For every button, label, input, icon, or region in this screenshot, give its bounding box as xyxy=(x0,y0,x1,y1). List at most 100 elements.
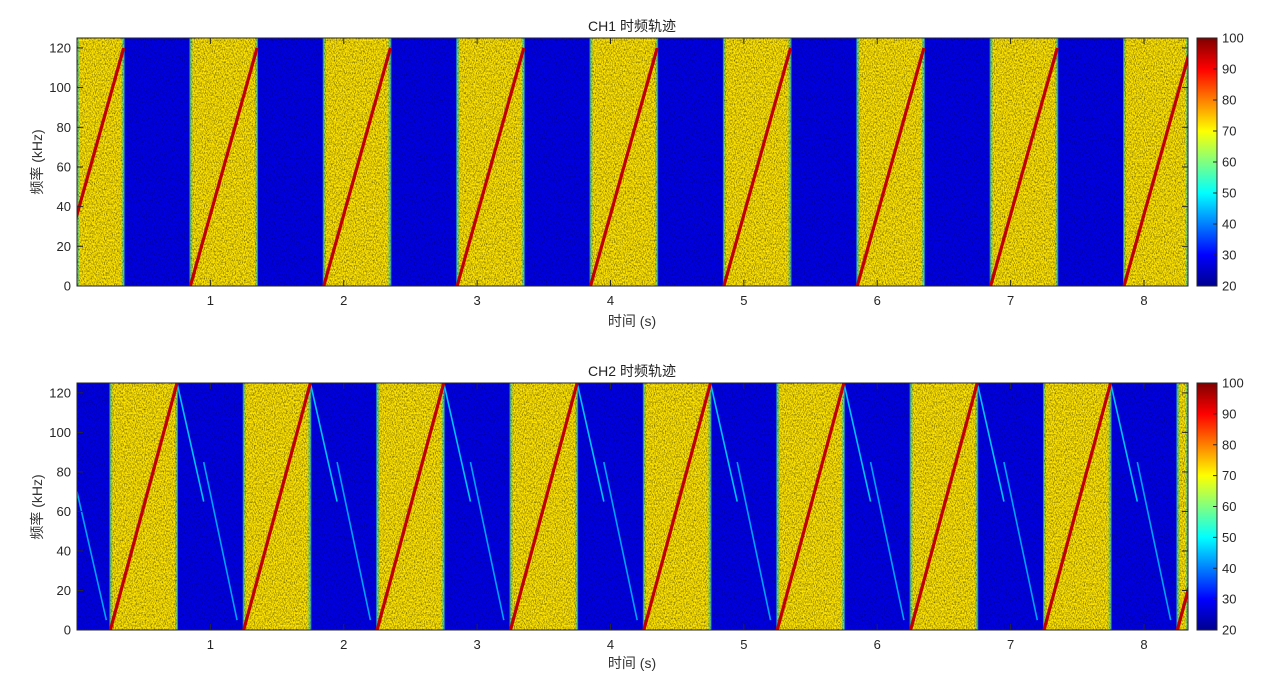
colorbar-tick-label: 50 xyxy=(1222,530,1236,545)
axes-frame xyxy=(76,37,1189,287)
x-tick-label: 5 xyxy=(740,293,747,308)
colorbar-tick-label: 30 xyxy=(1222,592,1236,607)
colorbar-tick-label: 60 xyxy=(1222,499,1236,514)
colorbar-tick-label: 70 xyxy=(1222,468,1236,483)
chirp-track xyxy=(642,383,713,630)
ch2-y-axis: 0 20 40 60 80 100 120 xyxy=(49,385,1188,638)
chirp-track xyxy=(909,383,979,630)
echo-track xyxy=(736,461,772,621)
echo-track xyxy=(1003,461,1039,621)
chirp-track xyxy=(375,383,446,630)
ch1-plot-area xyxy=(76,37,1189,287)
colorbar-tick-label: 50 xyxy=(1222,186,1236,201)
ch2-colorbar: 20 30 40 50 60 70 80 90 100 xyxy=(1196,376,1244,638)
echo-track xyxy=(77,491,108,621)
ch2-title: CH2 时频轨迹 xyxy=(588,363,676,379)
y-tick-label: 100 xyxy=(49,80,71,95)
x-tick-label: 1 xyxy=(207,293,214,308)
echo-track xyxy=(469,461,505,621)
x-tick-label: 2 xyxy=(340,293,347,308)
ch2-panel: CH2 时频轨迹 1 2 3 4 5 6 7 8 0 20 40 60 80 100 120 时间 (s)… xyxy=(29,363,1244,671)
chirp-track xyxy=(855,47,926,286)
colorbar-tick-label: 80 xyxy=(1222,93,1236,108)
chirp-track xyxy=(455,47,526,286)
y-tick-label: 80 xyxy=(57,464,71,479)
echo-track xyxy=(976,383,1005,502)
ch1-y-axis: 0 20 40 60 80 100 120 xyxy=(49,40,1188,294)
chirp-track xyxy=(588,47,659,286)
ch1-y-axis-label: 频率 (kHz) xyxy=(29,129,45,194)
echo-track xyxy=(336,461,372,621)
x-tick-label: 7 xyxy=(1007,637,1014,652)
echo-track xyxy=(202,461,238,621)
y-tick-label: 60 xyxy=(57,159,71,174)
y-tick-label: 60 xyxy=(57,504,71,519)
echo-track xyxy=(1109,383,1139,502)
chirp-track xyxy=(775,383,846,630)
x-tick-label: 6 xyxy=(874,637,881,652)
y-tick-label: 120 xyxy=(49,385,71,400)
y-tick-label: 0 xyxy=(64,623,71,638)
x-tick-label: 4 xyxy=(607,637,614,652)
colorbar-tick-label: 60 xyxy=(1222,155,1236,170)
y-tick-label: 80 xyxy=(57,120,71,135)
echo-track xyxy=(709,383,738,502)
x-tick-label: 4 xyxy=(607,293,614,308)
y-tick-label: 0 xyxy=(64,279,71,294)
chirp-track xyxy=(322,47,392,286)
colorbar-tick-label: 40 xyxy=(1222,561,1236,576)
chirp-track xyxy=(508,383,579,630)
echo-track xyxy=(576,383,605,502)
x-tick-label: 5 xyxy=(740,637,747,652)
colorbar-tick-label: 40 xyxy=(1222,217,1236,232)
x-tick-label: 7 xyxy=(1007,293,1014,308)
y-tick-label: 100 xyxy=(49,425,71,440)
ch2-x-axis-label: 时间 (s) xyxy=(608,655,656,671)
y-tick-label: 20 xyxy=(57,583,71,598)
ch1-panel: CH1 时频轨迹 1 2 3 4 5 6 7 8 0 20 40 60 80 100 120 时间 (s)… xyxy=(29,18,1244,329)
ch1-colorbar: 20 30 40 50 60 70 80 90 100 xyxy=(1196,31,1244,294)
ch2-plot-area xyxy=(76,382,1189,631)
y-tick-label: 120 xyxy=(49,40,71,55)
x-tick-label: 8 xyxy=(1140,637,1147,652)
y-tick-label: 20 xyxy=(57,239,71,254)
echo-track xyxy=(1136,461,1172,621)
x-tick-label: 3 xyxy=(474,637,481,652)
axes-frame xyxy=(76,382,1189,631)
colorbar-tick-label: 70 xyxy=(1222,124,1236,139)
colorbar-tick-label: 90 xyxy=(1222,62,1236,77)
colorbar-tick-label: 20 xyxy=(1222,623,1236,638)
x-tick-label: 2 xyxy=(340,637,347,652)
colorbar-tick-label: 80 xyxy=(1222,437,1236,452)
colorbar-tick-label: 20 xyxy=(1222,279,1236,294)
echo-track xyxy=(843,383,872,502)
chirp-track xyxy=(1042,383,1113,630)
x-tick-label: 1 xyxy=(207,637,214,652)
echo-track xyxy=(869,461,905,621)
ch2-x-axis: 1 2 3 4 5 6 7 8 xyxy=(207,383,1148,652)
ch1-x-axis: 1 2 3 4 5 6 7 8 xyxy=(207,38,1148,308)
echo-track xyxy=(176,383,205,502)
active-signal-texture xyxy=(1177,383,1188,630)
chirp-track xyxy=(108,383,179,630)
ch2-y-axis-label: 频率 (kHz) xyxy=(29,474,45,539)
chirp-track xyxy=(989,47,1059,286)
x-tick-label: 3 xyxy=(474,293,481,308)
chirp-track xyxy=(77,47,126,221)
y-tick-label: 40 xyxy=(57,199,71,214)
colorbar-tick-label: 30 xyxy=(1222,248,1236,263)
x-tick-label: 8 xyxy=(1140,293,1147,308)
colorbar-tick-label: 90 xyxy=(1222,406,1236,421)
chirp-track xyxy=(722,47,793,286)
echo-track xyxy=(442,383,472,502)
colorbar-tick-label: 100 xyxy=(1222,376,1244,391)
chirp-track xyxy=(1122,51,1188,286)
ch1-title: CH1 时频轨迹 xyxy=(588,18,676,34)
echo-track xyxy=(603,461,638,621)
chirp-track xyxy=(188,47,259,286)
echo-track xyxy=(309,383,338,502)
x-tick-label: 6 xyxy=(874,293,881,308)
colorbar-tick-label: 100 xyxy=(1222,31,1244,46)
